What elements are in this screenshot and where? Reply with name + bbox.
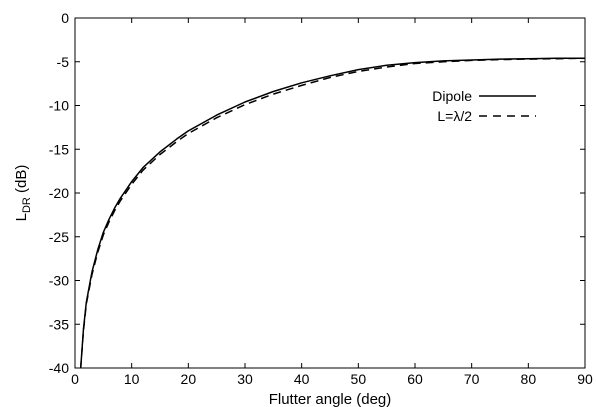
plot-frame [74,17,586,369]
legend-label-half-wave: L=λ/2 [437,108,472,124]
y-tick-label: -5 [57,54,70,70]
y-axis-title-unit: (dB) [13,165,30,198]
y-tick-label: -35 [49,316,69,332]
y-axis-title: LDR (dB) [13,165,33,222]
x-tick-label: 40 [294,371,310,387]
legend: Dipole L=λ/2 [432,88,536,124]
x-tick-label: 50 [351,371,367,387]
y-axis-title-main: L [13,213,30,221]
y-tick-label: -20 [49,185,69,201]
x-tick-label: 70 [464,371,480,387]
y-tick-label: -40 [49,360,69,376]
series-group [79,57,586,369]
x-tick-label: 90 [577,371,593,387]
series-line-dipole [79,57,585,369]
y-tick-label: -30 [49,273,69,289]
legend-label-dipole: Dipole [432,88,472,104]
x-axis-title: Flutter angle (deg) [269,391,392,407]
y-axis: 0 -5 -10 -15 -20 -25 -30 -35 -40 [49,10,585,376]
y-axis-title-subscript: DR [21,197,33,213]
x-tick-label: 20 [181,371,197,387]
y-tick-label: 0 [61,10,69,26]
y-tick-label: -15 [49,141,69,157]
x-tick-label: 30 [237,371,253,387]
x-tick-label: 60 [407,371,423,387]
series-line-half-wave [79,57,586,369]
svg-text:LDR (dB): LDR (dB) [13,165,33,222]
y-tick-label: -10 [49,98,69,114]
x-axis: 0 10 20 30 40 50 60 70 80 90 [71,18,593,387]
x-tick-label: 0 [71,371,79,387]
x-tick-label: 10 [124,371,140,387]
x-tick-label: 80 [521,371,537,387]
y-tick-label: -25 [49,229,69,245]
